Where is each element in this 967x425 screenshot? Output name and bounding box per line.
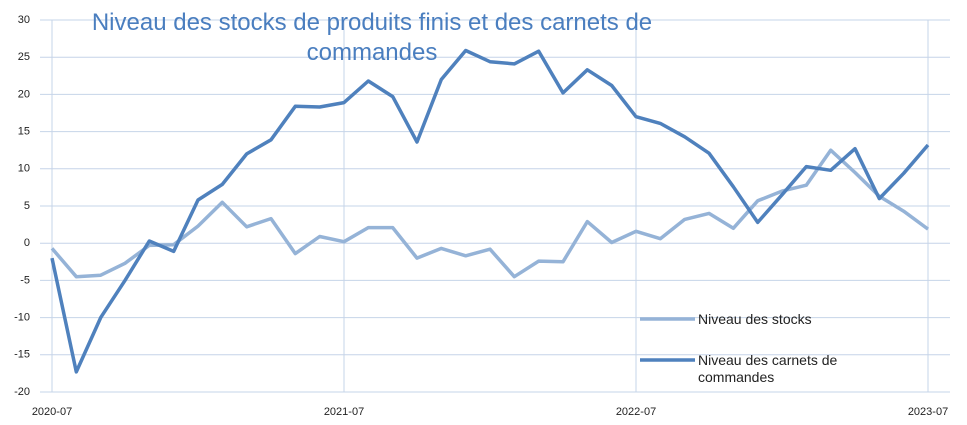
series-line (50, 48, 930, 374)
y-tick-label: -20 (14, 386, 30, 398)
y-tick-label: -5 (20, 274, 30, 286)
x-tick-label: 2023-07 (908, 406, 948, 418)
y-tick-label: -10 (14, 312, 30, 324)
x-tick-label: 2021-07 (324, 406, 364, 418)
series-line (50, 148, 930, 279)
y-tick-label: -15 (14, 349, 30, 361)
y-tick-label: 20 (18, 88, 30, 100)
x-tick-label: 2022-07 (616, 406, 656, 418)
y-tick-label: 0 (24, 237, 30, 249)
legend-label: Niveau des stocks (698, 311, 812, 327)
y-tick-label: 5 (24, 200, 30, 212)
y-tick-label: 15 (18, 126, 30, 138)
y-tick-label: 10 (18, 163, 30, 175)
chart-title: Niveau des stocks de produits finis et d… (91, 9, 653, 66)
legend-label: Niveau des carnets de commandes (698, 352, 838, 385)
x-tick-label: 2020-07 (32, 406, 72, 418)
y-tick-label: 30 (18, 14, 30, 26)
y-tick-label: 25 (18, 51, 30, 63)
